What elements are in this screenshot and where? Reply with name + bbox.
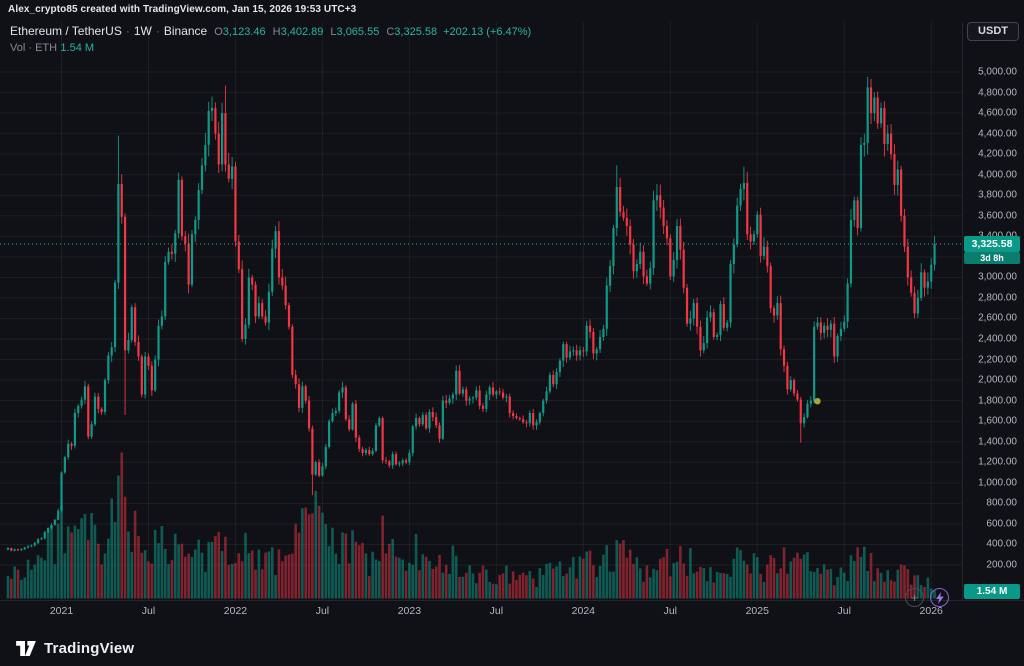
volume-axis-label: 1.54 M bbox=[964, 584, 1020, 599]
symbol-legend: Ethereum / TetherUS · 1W · Binance O3,123.46 H… bbox=[10, 24, 531, 55]
time-tick-label: 2022 bbox=[223, 605, 248, 617]
time-tick-label: Jul bbox=[489, 605, 504, 617]
time-tick-label: 2024 bbox=[571, 605, 596, 617]
price-axis-separator bbox=[962, 22, 963, 600]
attribution-text: Alex_crypto85 created with TradingView.c… bbox=[8, 4, 357, 15]
legend-separator: · bbox=[125, 24, 130, 38]
price-tick-label: 5,000.00 bbox=[978, 66, 1017, 78]
price-tick-label: 2,200.00 bbox=[978, 354, 1017, 366]
low-label: L bbox=[330, 26, 337, 38]
time-tick-label: 2026 bbox=[919, 605, 943, 617]
volume-legend-value: 1.54 M bbox=[60, 42, 95, 54]
price-tick-label: 3,600.00 bbox=[978, 210, 1017, 222]
tradingview-logo-link[interactable]: TradingView bbox=[0, 634, 156, 657]
quick-snapshot-button[interactable] bbox=[930, 588, 949, 607]
price-tick-label: 2,000.00 bbox=[978, 374, 1017, 386]
time-tick-label: Jul bbox=[141, 605, 156, 617]
high-label: H bbox=[272, 26, 281, 38]
tradingview-mark-icon bbox=[16, 641, 36, 656]
price-tick-label: 1,400.00 bbox=[978, 436, 1017, 448]
price-tick-label: 2,600.00 bbox=[978, 312, 1017, 324]
time-tick-label: Jul bbox=[837, 605, 851, 617]
price-tick-label: 4,200.00 bbox=[978, 148, 1017, 160]
price-tick-label: 2,400.00 bbox=[978, 333, 1017, 345]
legend-separator: · bbox=[155, 24, 160, 38]
currency-usdt-button[interactable]: USDT bbox=[967, 22, 1019, 41]
high-value: 3,402.89 bbox=[280, 26, 324, 38]
price-tick-label: 4,000.00 bbox=[978, 169, 1017, 181]
close-value: 3,325.58 bbox=[394, 26, 438, 38]
price-tick-label: 3,800.00 bbox=[978, 189, 1017, 201]
price-tick-label: 1,800.00 bbox=[978, 395, 1017, 407]
low-value: 3,065.55 bbox=[336, 26, 380, 38]
plus-icon: + bbox=[910, 590, 919, 605]
open-value: 3,123.46 bbox=[222, 26, 266, 38]
price-tick-label: 3,000.00 bbox=[978, 271, 1017, 283]
price-tick-label: 4,800.00 bbox=[978, 87, 1017, 99]
price-tick-label: 4,600.00 bbox=[978, 107, 1017, 119]
price-tick-label: 2,800.00 bbox=[978, 292, 1017, 304]
price-tick-label: 4,400.00 bbox=[978, 128, 1017, 140]
price-axis[interactable]: 200.00 400.00 600.00 800.00 1,000.00 1,200.00… bbox=[963, 0, 1024, 600]
time-tick-label: Jul bbox=[315, 605, 330, 617]
price-tick-label: 1,600.00 bbox=[978, 415, 1017, 427]
price-tick-label: 800.00 bbox=[986, 497, 1017, 509]
close-label: C bbox=[386, 26, 395, 38]
price-tick-label: 200.00 bbox=[986, 559, 1017, 571]
symbol-title[interactable]: Ethereum / TetherUS bbox=[10, 24, 122, 38]
tradingview-wordmark: TradingView bbox=[44, 640, 135, 657]
time-tick-label: 2021 bbox=[49, 605, 74, 617]
time-axis-separator bbox=[0, 600, 1024, 601]
price-tick-label: 1,000.00 bbox=[978, 477, 1017, 489]
time-tick-label: 2023 bbox=[397, 605, 422, 617]
price-tick-label: 600.00 bbox=[986, 518, 1017, 530]
price-tick-label: 1,200.00 bbox=[978, 456, 1017, 468]
time-axis[interactable]: 2021 Jul 2022 Jul 2023 Jul 2024 Jul 2025 Jul 2026 bbox=[0, 600, 1024, 622]
exchange-label[interactable]: Binance bbox=[163, 24, 208, 38]
last-price-label: 3,325.58 bbox=[964, 235, 1020, 252]
change-value: +202.13 (+6.47%) bbox=[443, 26, 532, 38]
legend-row-volume: Vol · ETH 1.54 M bbox=[10, 40, 531, 55]
time-tick-label: 2025 bbox=[745, 605, 769, 617]
price-tick-label: 400.00 bbox=[986, 538, 1017, 550]
volume-legend-label: Vol · ETH bbox=[10, 42, 58, 54]
legend-row-ohlc: Ethereum / TetherUS · 1W · Binance O3,123.46 H… bbox=[10, 24, 531, 39]
open-label: O bbox=[214, 26, 223, 38]
interval-label[interactable]: 1W bbox=[133, 24, 152, 38]
bar-countdown-label: 3d 8h bbox=[964, 251, 1020, 264]
footer: TradingView bbox=[0, 634, 1024, 666]
time-tick-label: Jul bbox=[663, 605, 678, 617]
lightning-icon bbox=[936, 591, 944, 604]
follow-author-button[interactable]: + bbox=[905, 588, 924, 607]
